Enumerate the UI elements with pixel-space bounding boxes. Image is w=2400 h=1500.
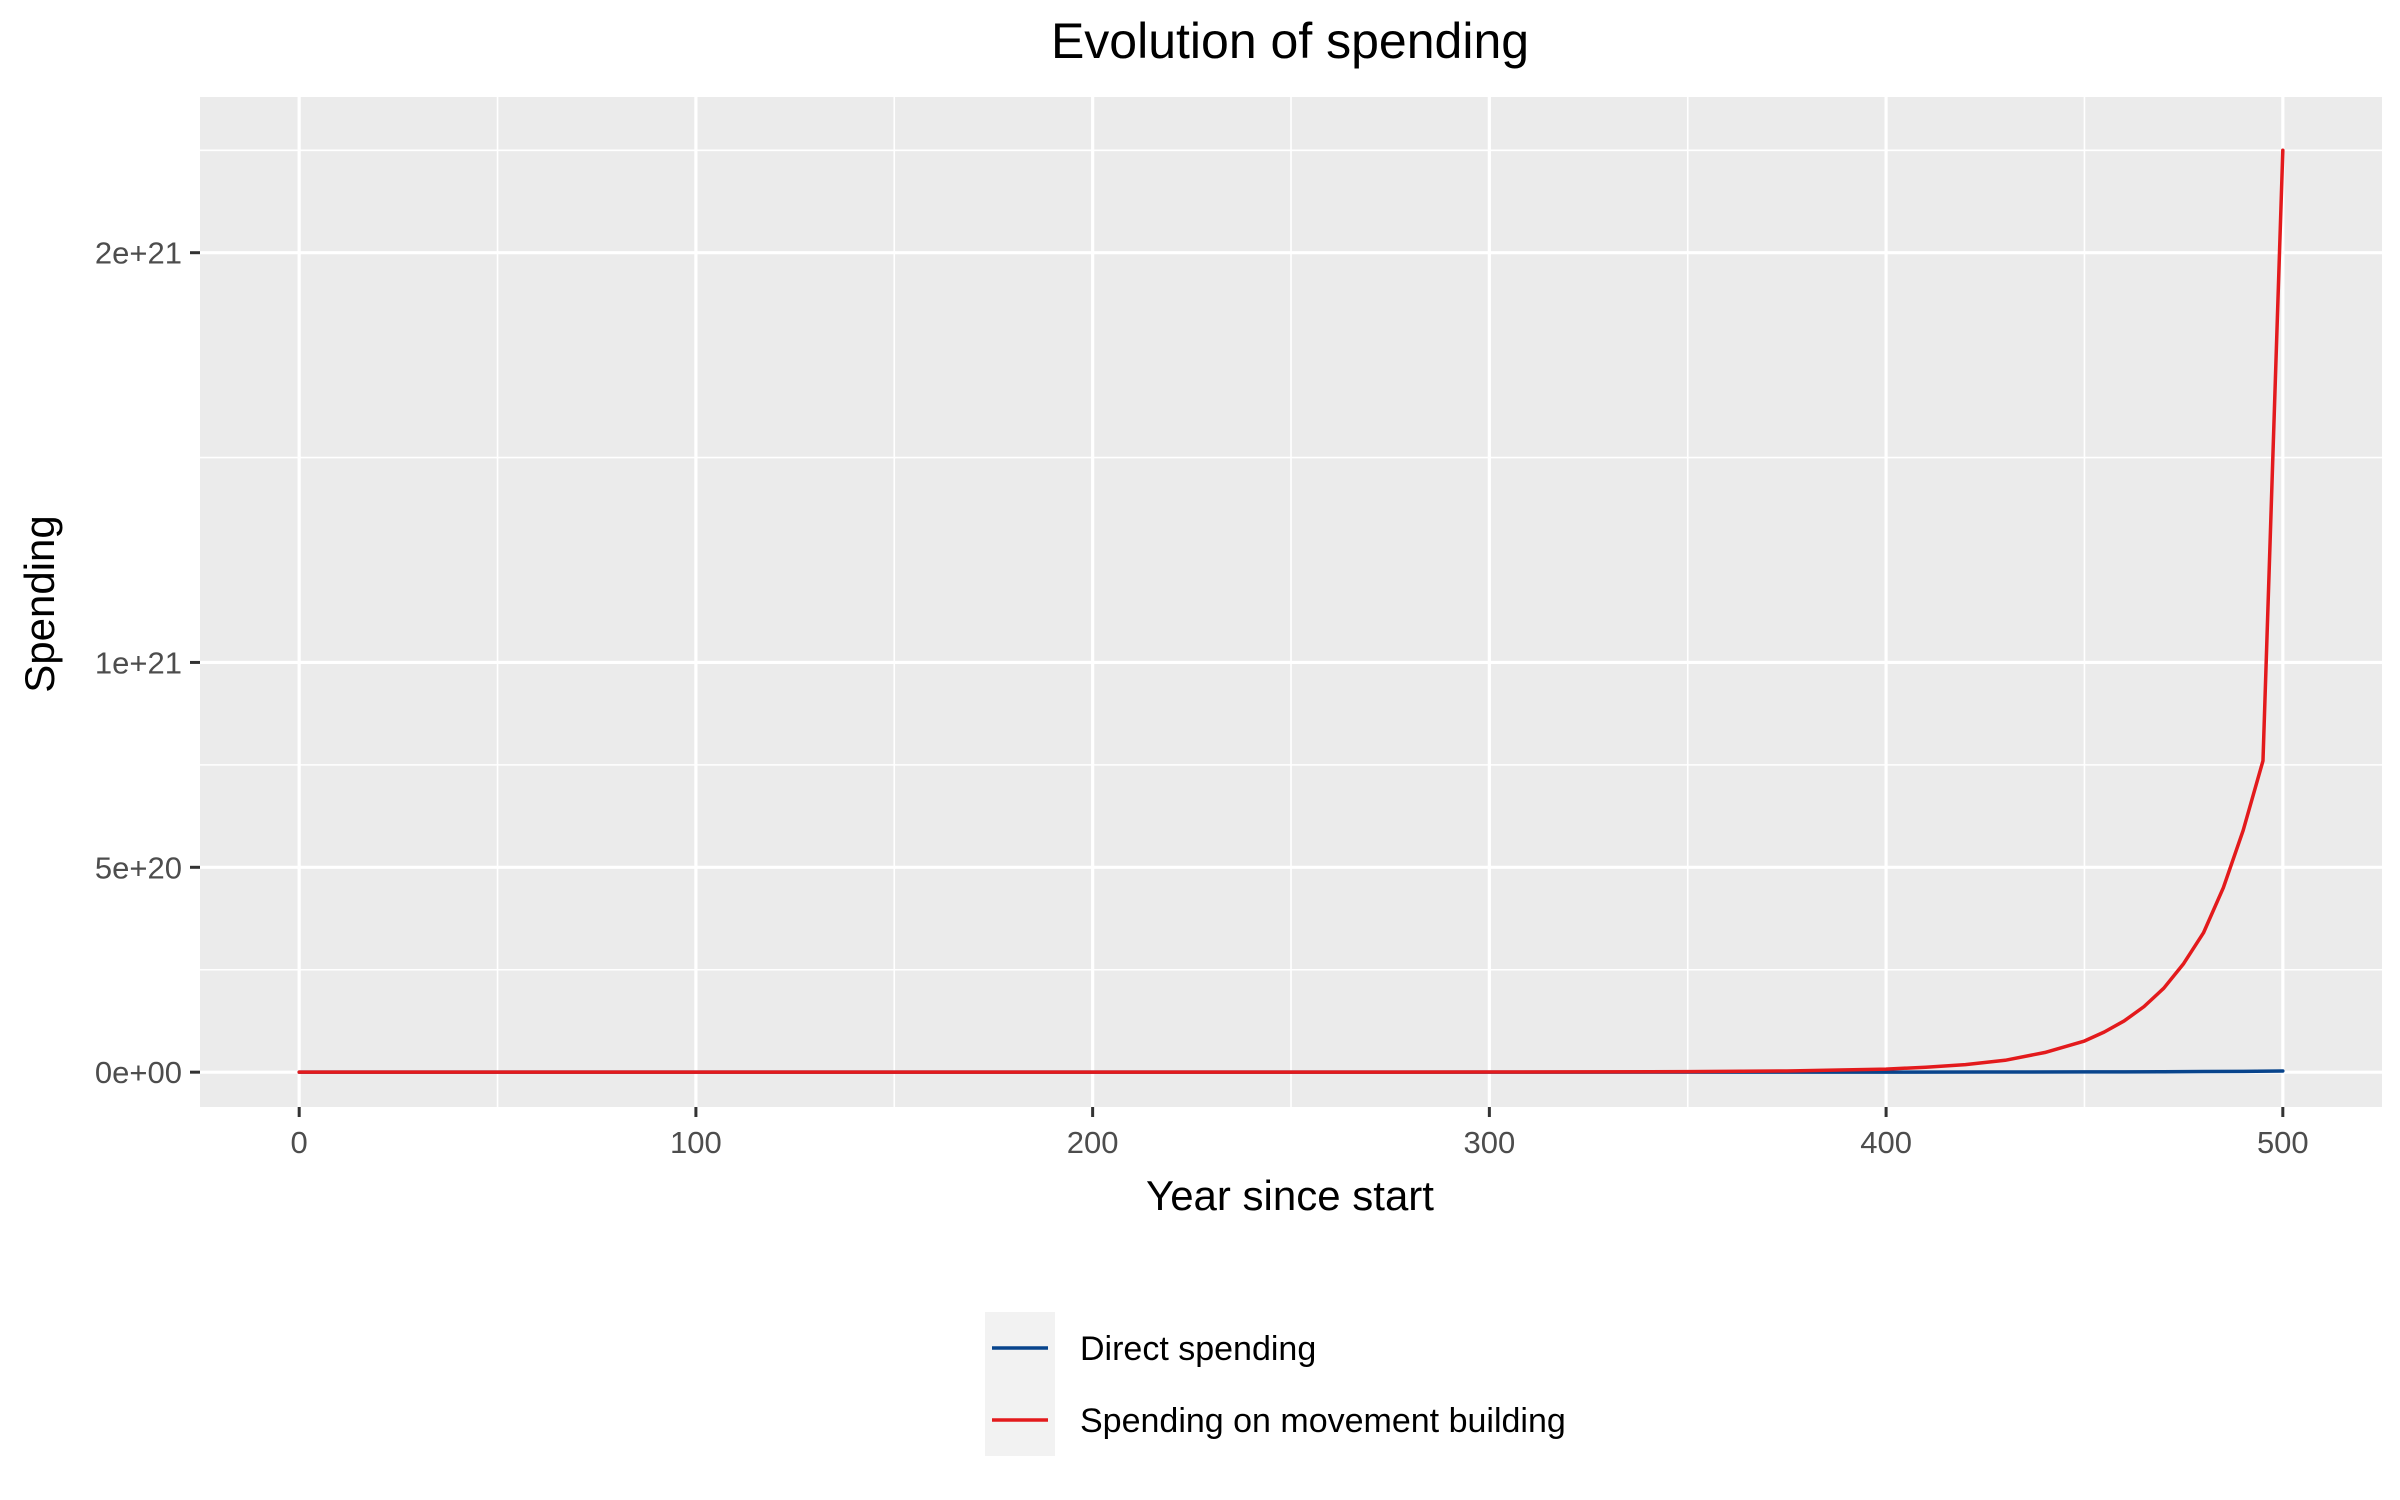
chart-title: Evolution of spending (1051, 13, 1529, 69)
y-tick-label: 0e+00 (95, 1055, 182, 1090)
y-tick-label: 2e+21 (95, 236, 182, 271)
x-tick-label: 200 (1067, 1125, 1119, 1160)
y-tick-label: 5e+20 (95, 850, 182, 885)
x-tick-label: 0 (291, 1125, 308, 1160)
x-tick-label: 300 (1463, 1125, 1515, 1160)
x-tick-label: 500 (2257, 1125, 2309, 1160)
x-tick-label: 400 (1860, 1125, 1912, 1160)
y-tick-label: 1e+21 (95, 645, 182, 680)
legend-key-background (985, 1312, 1055, 1456)
legend-label-direct-spending: Direct spending (1080, 1330, 1316, 1368)
x-tick-label: 100 (670, 1125, 722, 1160)
legend-label-spending-on-movement-building: Spending on movement building (1080, 1402, 1566, 1440)
x-axis-label: Year since start (1146, 1172, 1434, 1219)
y-axis-label: Spending (16, 515, 63, 693)
